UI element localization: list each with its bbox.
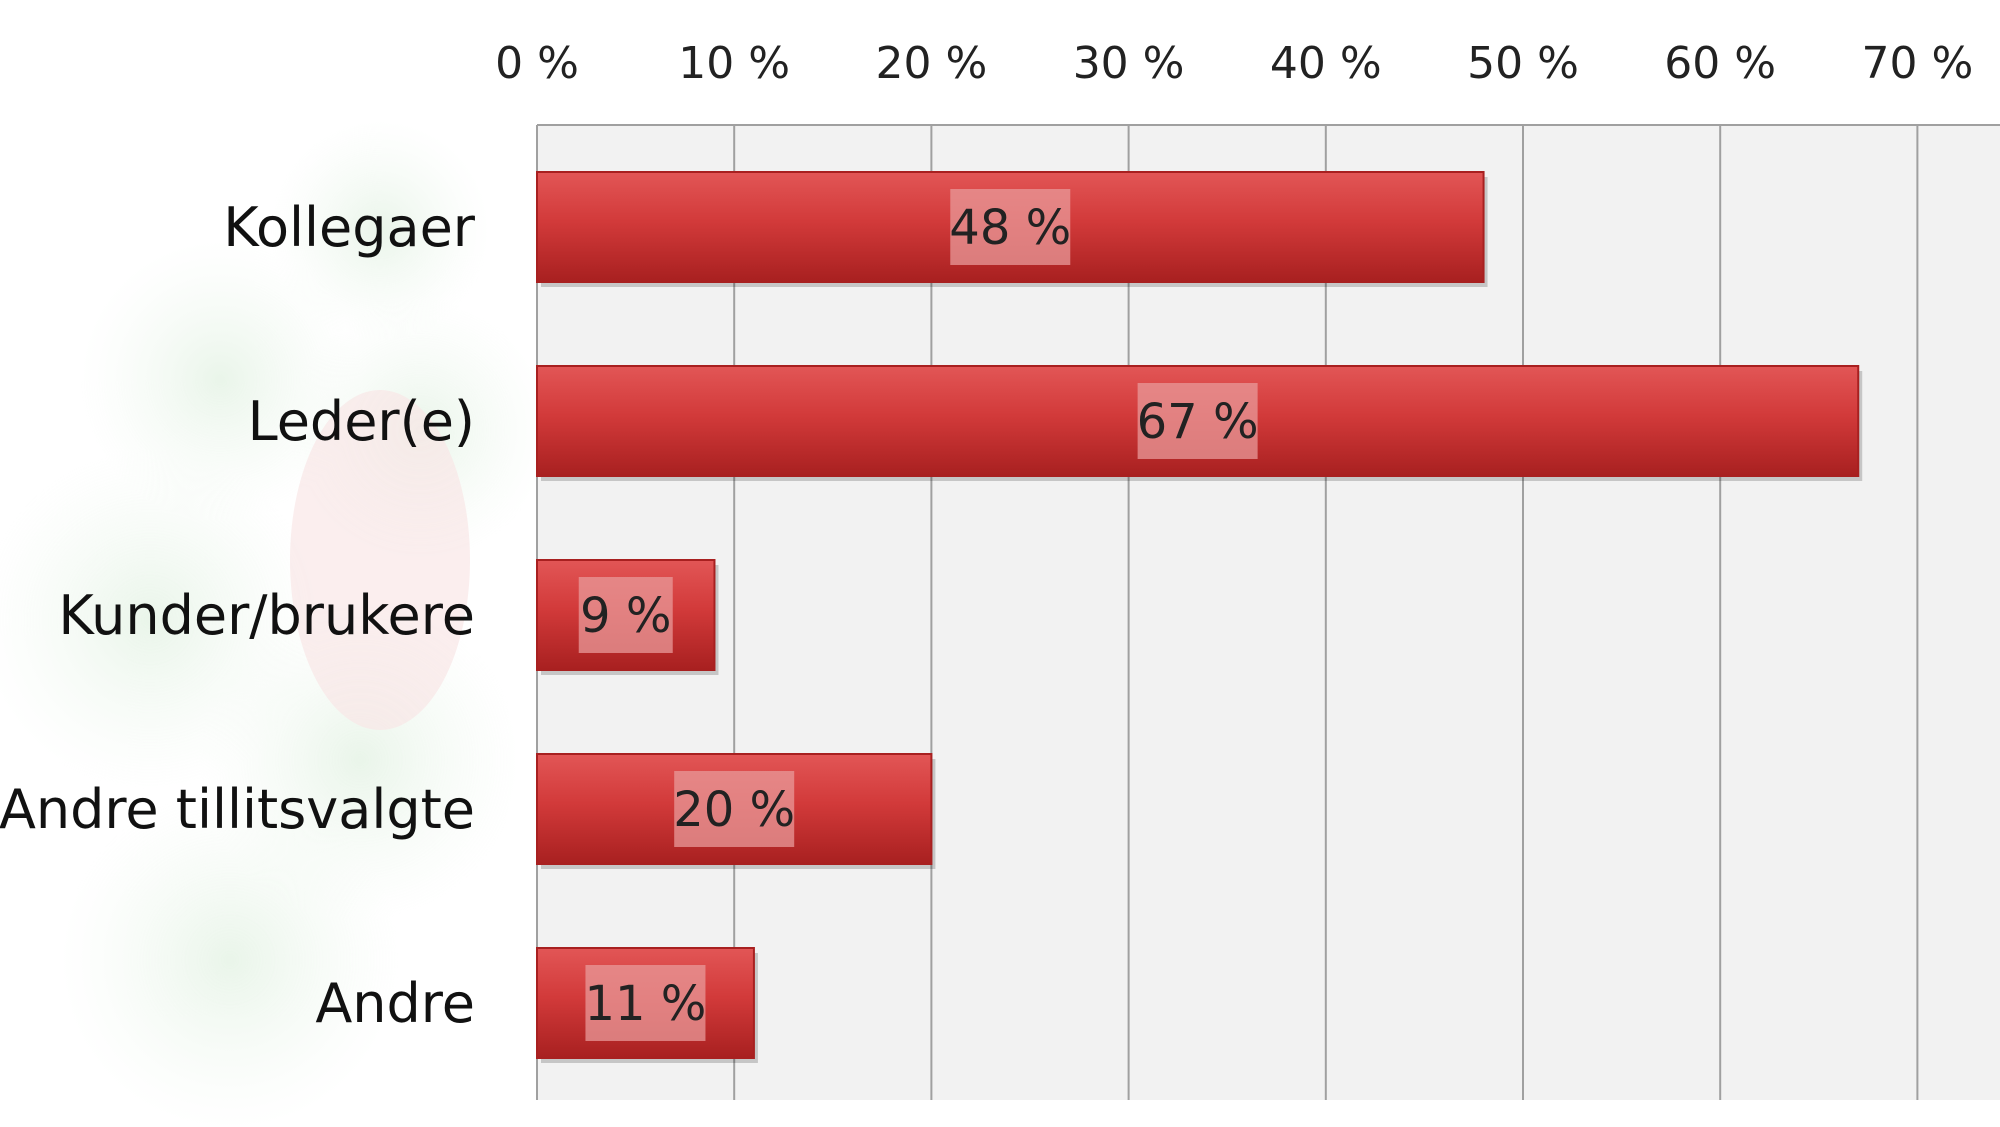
- x-tick-label: 10 %: [678, 38, 790, 89]
- data-label-box: [585, 965, 706, 1041]
- data-label-box: [1137, 383, 1258, 459]
- category-label: Andre: [315, 972, 475, 1035]
- category-label: Kunder/brukere: [58, 584, 475, 647]
- data-label: 20 %: [673, 782, 795, 838]
- x-tick-label: 70 %: [1862, 38, 1974, 89]
- data-labels: 48 % 67 % 9 % 20 % 11 %: [578, 189, 1259, 1041]
- data-label: 11 %: [584, 976, 706, 1032]
- x-axis-tick-labels: 0 % 10 % 20 % 30 % 40 % 50 % 60 % 70 %: [495, 38, 1973, 89]
- data-label: 67 %: [1137, 394, 1259, 450]
- data-label-box: [950, 189, 1071, 265]
- x-tick-label: 50 %: [1467, 38, 1579, 89]
- data-label-box: [674, 771, 795, 847]
- plot-area: [537, 125, 2000, 1100]
- category-label: Leder(e): [248, 390, 475, 453]
- plot-background: [537, 125, 2000, 1100]
- x-tick-label: 30 %: [1073, 38, 1185, 89]
- data-label: 9 %: [580, 588, 671, 644]
- x-tick-label: 40 %: [1270, 38, 1382, 89]
- gridlines: [536, 124, 2000, 1100]
- data-label-box: [578, 577, 673, 653]
- x-tick-label: 20 %: [876, 38, 988, 89]
- background-figures-illustration: [0, 120, 550, 1127]
- x-tick-label: 0 %: [495, 38, 579, 89]
- category-label: Andre tillitsvalgte: [0, 778, 475, 841]
- category-label: Kollegaer: [223, 196, 476, 259]
- x-tick-label: 60 %: [1664, 38, 1776, 89]
- data-label: 48 %: [949, 200, 1071, 256]
- category-labels: Kollegaer Leder(e) Kunder/brukere Andre til…: [0, 196, 476, 1035]
